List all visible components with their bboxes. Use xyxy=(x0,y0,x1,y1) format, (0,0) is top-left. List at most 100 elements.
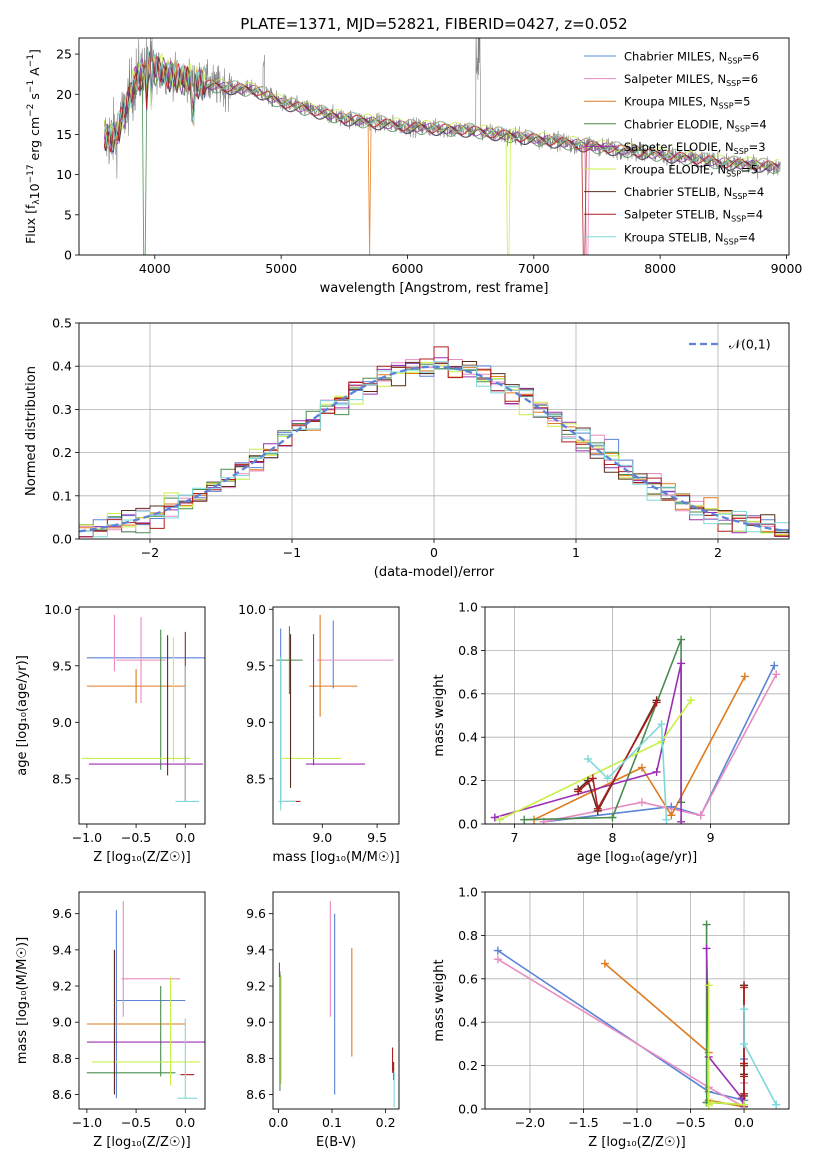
legend-entry: 𝒩(0,1) xyxy=(729,337,771,352)
weight-line-0 xyxy=(543,665,776,823)
x-tick-label: 0.0 xyxy=(175,830,195,845)
y-tick-label: 8.8 xyxy=(246,1051,266,1066)
x-tick-label: 2 xyxy=(714,545,722,560)
weight-marker xyxy=(702,920,711,929)
y-tick-label: 0.1 xyxy=(52,488,72,503)
weight-line-8 xyxy=(587,722,668,820)
x-tick-label: −1.0 xyxy=(622,1115,652,1130)
weight-marker xyxy=(772,670,781,679)
y-tick-label: 0.8 xyxy=(458,643,478,658)
y-tick-label: 9.0 xyxy=(52,715,72,730)
weight-marker xyxy=(490,813,499,822)
figure-title: PLATE=1371, MJD=52821, FIBERID=0427, z=0… xyxy=(240,15,627,33)
weight-marker xyxy=(740,983,749,992)
x-axis-label: wavelength [Angstrom, rest frame] xyxy=(320,281,549,296)
weight-marker xyxy=(662,815,671,824)
legend-entry: Salpeter STELIB, NSSP=4 xyxy=(624,208,763,224)
panel-weight_vs_age: 7 8 9 0.0 0.2 0.4 0.6 0.8 1.0 age [log₁₀(age/yr)]… xyxy=(432,600,790,865)
y-tick-label: 0.0 xyxy=(458,1102,478,1117)
y-tick-label: 0.6 xyxy=(458,971,478,986)
y-tick-label: 8.6 xyxy=(246,1087,266,1102)
plot-area-age_vs_Z xyxy=(81,614,205,802)
y-tick-label: 9.5 xyxy=(246,658,266,673)
y-tick-label: 0.2 xyxy=(52,445,72,460)
weight-line-6 xyxy=(577,699,658,814)
weight-marker xyxy=(588,774,597,783)
legend-entry: Chabrier MILES, NSSP=6 xyxy=(624,50,759,66)
y-tick-label: 10.0 xyxy=(44,602,72,617)
x-tick-label: −0.5 xyxy=(121,830,151,845)
x-tick-label: −0.5 xyxy=(121,1115,151,1130)
plot-area-spectrum xyxy=(103,38,781,255)
weight-marker xyxy=(652,698,661,707)
weight-marker xyxy=(520,815,529,824)
y-tick-label: 10 xyxy=(56,167,72,182)
axes-frame xyxy=(78,891,206,1110)
weight-marker xyxy=(707,1098,716,1107)
weight-marker xyxy=(677,817,686,824)
plot-area-age_vs_mass xyxy=(276,614,394,811)
y-tick-label: 9.5 xyxy=(52,658,72,673)
x-tick-label: 9 xyxy=(707,830,715,845)
y-tick-label: 9.0 xyxy=(246,715,266,730)
weight-line-5 xyxy=(707,985,745,1107)
panel-mass_vs_ebv: 0.0 0.1 0.2 8.6 8.8 9.0 9.2 9.4 9.6 E(B-V) xyxy=(246,891,400,1150)
x-tick-label: −1 xyxy=(283,545,301,560)
weight-marker xyxy=(493,955,502,964)
axes-frame xyxy=(484,891,790,1110)
plot-area-mass_vs_Z xyxy=(86,901,205,1099)
y-tick-label: 9.6 xyxy=(246,906,266,921)
y-tick-label: 5 xyxy=(64,207,72,222)
x-axis-label: Z [log₁₀(Z/Z☉)] xyxy=(93,850,190,865)
y-tick-label: 8.5 xyxy=(52,771,72,786)
weight-marker xyxy=(667,811,676,820)
errorbar-point xyxy=(86,669,186,704)
weight-marker xyxy=(740,1059,749,1068)
panel-spectrum: 4000 5000 6000 7000 8000 9000 0 5 10 15 20 25 wavele… xyxy=(23,37,802,296)
y-tick-label: 0.0 xyxy=(458,817,478,832)
y-tick-label: 0.0 xyxy=(52,532,72,547)
model-fit-5 xyxy=(103,52,779,255)
y-tick-label: 0.2 xyxy=(458,1058,478,1073)
x-tick-label: 7 xyxy=(510,830,518,845)
x-tick-label: 0.0 xyxy=(734,1115,754,1130)
weight-marker xyxy=(608,813,617,822)
x-tick-label: 6000 xyxy=(392,261,424,276)
y-tick-label: 9.0 xyxy=(52,1015,72,1030)
weight-line-2 xyxy=(533,676,746,821)
y-tick-label: 0.8 xyxy=(458,928,478,943)
y-tick-label: 1.0 xyxy=(458,885,478,900)
y-tick-label: 0.4 xyxy=(458,730,478,745)
weight-marker xyxy=(696,811,705,820)
weight-marker xyxy=(637,763,646,772)
x-axis-label: (data-model)/error xyxy=(374,565,495,580)
x-tick-label: 9.0 xyxy=(312,830,332,845)
weight-line-4 xyxy=(705,948,745,1107)
weight-marker xyxy=(740,1005,749,1014)
weight-marker xyxy=(495,815,504,824)
y-tick-label: 0.4 xyxy=(52,359,72,374)
x-tick-label: 0.0 xyxy=(175,1115,195,1130)
y-tick-label: 9.4 xyxy=(52,942,72,957)
x-axis-label: E(B-V) xyxy=(316,1135,356,1150)
y-tick-label: 20 xyxy=(56,87,72,102)
x-tick-label: 8000 xyxy=(644,261,676,276)
y-tick-label: 9.0 xyxy=(246,1015,266,1030)
y-axis-label: mass weight xyxy=(432,674,447,756)
x-axis-label: mass [log₁₀(M/M☉)] xyxy=(272,850,399,865)
normal-reference-curve xyxy=(79,365,789,533)
weight-marker xyxy=(704,981,713,990)
legend-entry: Chabrier STELIB, NSSP=4 xyxy=(624,185,764,201)
plots-container: 4000 5000 6000 7000 8000 90000510152025wavele… xyxy=(15,37,802,1150)
plot-area-mass_vs_ebv xyxy=(278,901,395,1108)
axes-frame xyxy=(78,37,790,256)
y-tick-label: 8.8 xyxy=(52,1051,72,1066)
x-axis-label: Z [log₁₀(Z/Z☉)] xyxy=(588,1135,685,1150)
x-tick-label: 9.5 xyxy=(367,830,387,845)
weight-marker xyxy=(677,635,686,644)
weight-marker xyxy=(574,787,583,796)
x-axis-label: Z [log₁₀(Z/Z☉)] xyxy=(93,1135,190,1150)
weight-line-8 xyxy=(743,1009,777,1106)
x-tick-label: 4000 xyxy=(139,261,171,276)
